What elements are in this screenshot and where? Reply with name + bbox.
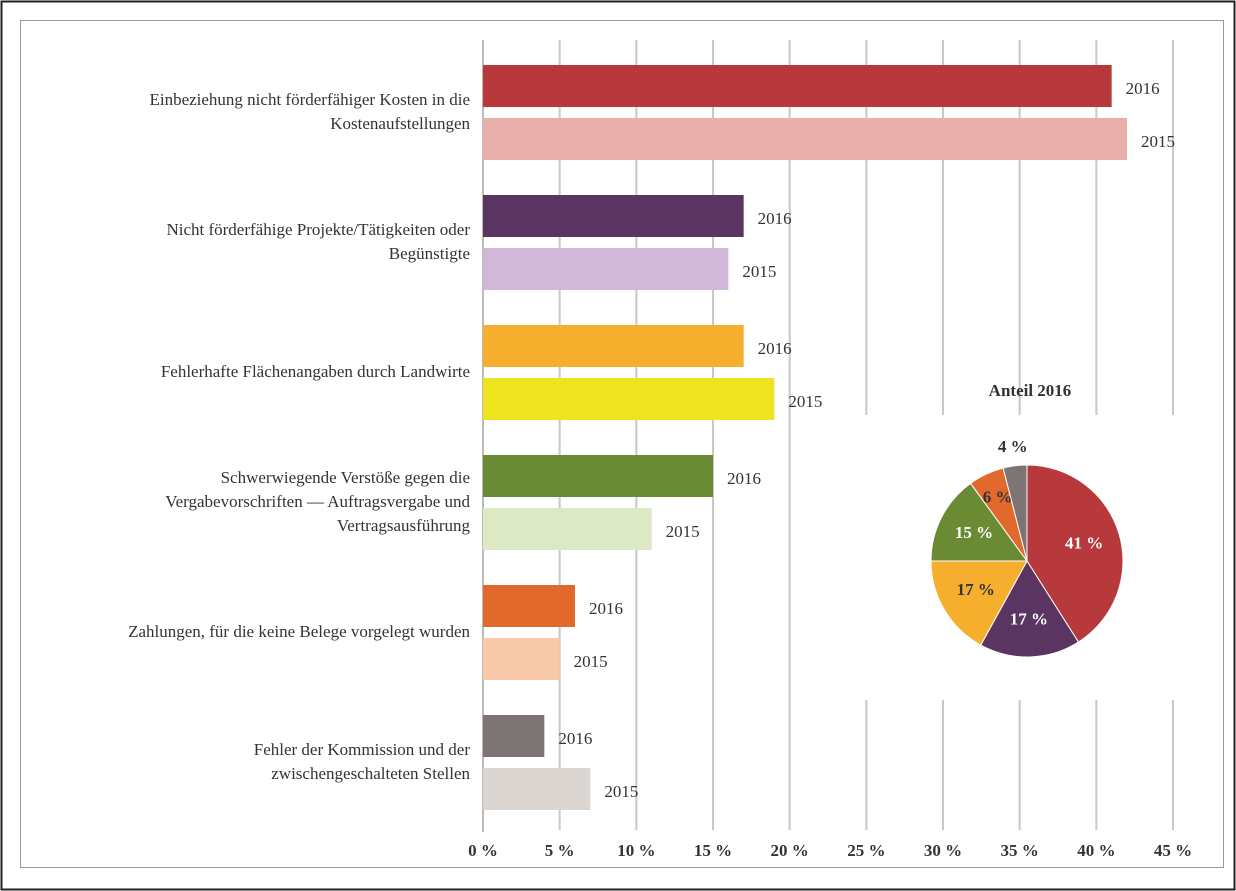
pie-slice bbox=[980, 560, 1080, 658]
x-tick-label: 20 % bbox=[771, 841, 809, 860]
category-label: Nicht förderfähige Projekte/Tätigkeiten … bbox=[166, 220, 470, 263]
x-tick-label: 25 % bbox=[847, 841, 885, 860]
bar-series-label: 2015 bbox=[574, 652, 608, 671]
pie-slice bbox=[930, 560, 1028, 646]
pie-value-label: 17 % bbox=[1010, 609, 1048, 628]
bar-series-label: 2015 bbox=[788, 392, 822, 411]
pie-value-label: 4 % bbox=[998, 437, 1028, 456]
bar bbox=[483, 585, 575, 627]
bar-series-label: 2016 bbox=[589, 599, 623, 618]
bar bbox=[483, 508, 652, 550]
bar bbox=[483, 638, 560, 680]
bar-series-label: 2015 bbox=[742, 262, 776, 281]
bar-series-label: 2015 bbox=[1141, 132, 1175, 151]
pie-slice bbox=[930, 482, 1028, 562]
pie-title: Anteil 2016 bbox=[989, 381, 1072, 400]
bar-series-label: 2016 bbox=[758, 339, 792, 358]
category-label: Einbeziehung nicht förderfähiger Kosten … bbox=[149, 90, 470, 133]
x-tick-label: 40 % bbox=[1077, 841, 1115, 860]
pie-value-label: 17 % bbox=[957, 580, 995, 599]
bar-series-label: 2016 bbox=[1126, 79, 1160, 98]
bar bbox=[483, 65, 1112, 107]
bar bbox=[483, 248, 729, 290]
pie-value-label: 6 % bbox=[983, 487, 1013, 506]
bar bbox=[483, 118, 1127, 160]
pie-slice bbox=[1026, 464, 1124, 643]
bar-series-label: 2016 bbox=[727, 469, 761, 488]
pie-slice bbox=[1002, 464, 1028, 562]
x-tick-label: 45 % bbox=[1154, 841, 1192, 860]
bar-series-label: 2015 bbox=[666, 522, 700, 541]
category-label: Schwerwiegende Verstöße gegen die Vergabe… bbox=[165, 468, 470, 535]
x-tick-label: 0 % bbox=[468, 841, 498, 860]
inner-frame bbox=[20, 20, 1224, 868]
category-label: Fehler der Kommission und der zwischenges… bbox=[254, 740, 471, 783]
pie-value-label: 41 % bbox=[1065, 533, 1103, 552]
x-tick-label: 15 % bbox=[694, 841, 732, 860]
bar bbox=[483, 768, 591, 810]
x-tick-label: 10 % bbox=[617, 841, 655, 860]
pie-value-label: 15 % bbox=[955, 523, 993, 542]
category-label: Zahlungen, für die keine Belege vorgeleg… bbox=[128, 622, 470, 641]
x-tick-label: 5 % bbox=[545, 841, 575, 860]
bar bbox=[483, 325, 744, 367]
x-tick-label: 30 % bbox=[924, 841, 962, 860]
bar-series-label: 2016 bbox=[558, 729, 592, 748]
bar-series-label: 2015 bbox=[604, 782, 638, 801]
bar bbox=[483, 195, 744, 237]
bar bbox=[483, 378, 775, 420]
category-label: Fehlerhafte Flächenangaben durch Landwir… bbox=[161, 362, 470, 381]
bar bbox=[483, 715, 545, 757]
x-tick-label: 35 % bbox=[1001, 841, 1039, 860]
bar bbox=[483, 455, 713, 497]
bar-series-label: 2016 bbox=[758, 209, 792, 228]
